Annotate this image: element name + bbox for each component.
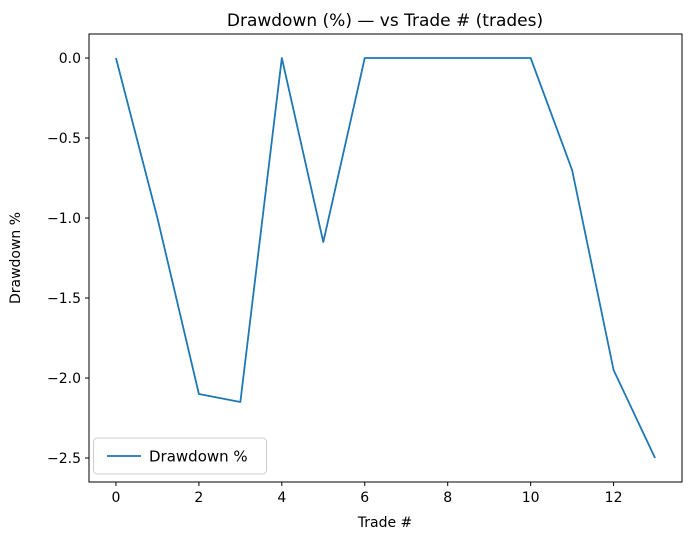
y-axis-label: Drawdown % [8,212,24,304]
y-tick-label: −0.5 [47,131,81,147]
x-tick-label: 12 [605,490,623,506]
y-axis-ticks: 0.0 −0.5 −1.0 −1.5 −2.0 −2.5 [47,51,89,467]
x-tick-label: 4 [277,490,286,506]
x-tick-label: 6 [360,490,369,506]
plot-border [88,33,683,483]
drawdown-series-line [115,57,656,459]
chart-title: Drawdown (%) — vs Trade # (trades) [227,11,543,31]
y-tick-label: 0.0 [59,51,81,67]
y-tick-label: −2.0 [47,371,81,387]
y-tick-label: −2.5 [47,451,81,467]
x-tick-label: 2 [194,490,203,506]
legend: Drawdown % [93,437,267,475]
y-tick-label: −1.0 [47,211,81,227]
x-tick-label: 10 [522,490,540,506]
y-tick-label: −1.5 [47,291,81,307]
x-axis-ticks: 0 2 4 6 8 10 12 [111,482,622,506]
legend-box [93,437,267,475]
x-tick-label: 0 [111,490,120,506]
x-tick-label: 8 [443,490,452,506]
legend-label: Drawdown % [149,448,248,466]
x-axis-label: Trade # [357,515,413,531]
